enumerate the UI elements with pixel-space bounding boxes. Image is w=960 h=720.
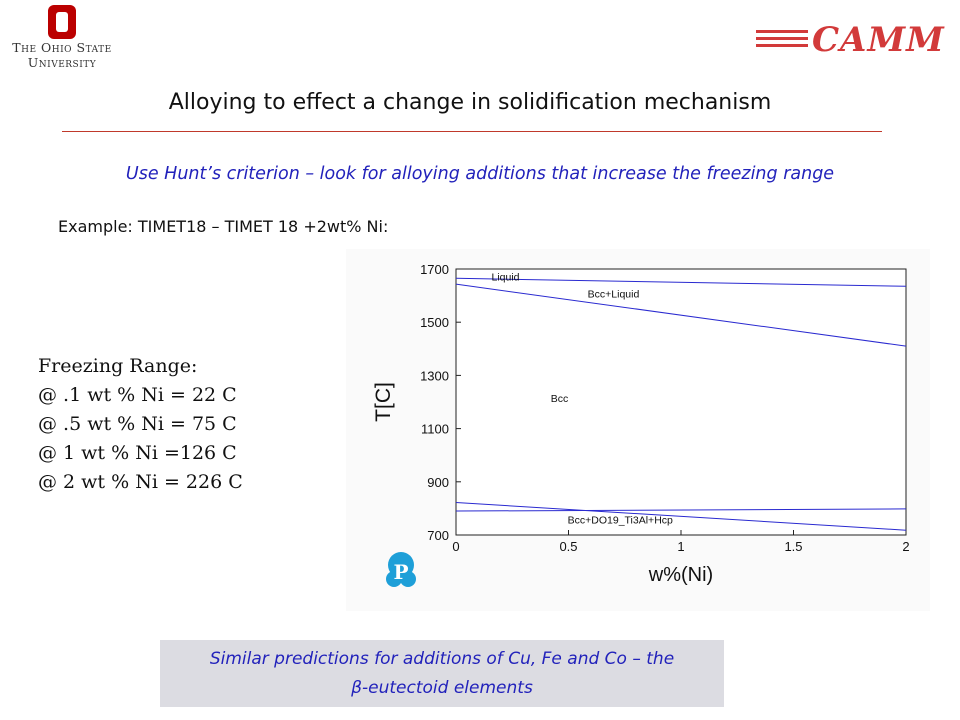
x-tick-label: 0.5 [559,539,577,554]
x-axis-label: w%(Ni) [648,564,713,586]
note-line-1: Similar predictions for additions of Cu,… [209,649,675,669]
note-line-2: β-eutectoid elements [351,678,533,698]
slide-title: Alloying to effect a change in solidific… [168,90,772,115]
freezing-range-item: @ 2 wt % Ni = 226 C [38,471,243,493]
slide-subtitle: Use Hunt’s criterion – look for alloying… [125,164,835,184]
pandat-letter: P [393,560,408,584]
phase-boundary-line [455,508,907,512]
freezing-range-list: Freezing Range: @ .1 wt % Ni = 22 C @ .5… [38,352,243,497]
osu-name-line2: University [27,55,97,70]
osu-name-line1: The Ohio State [12,40,112,55]
plot-frame [455,268,907,536]
note-box: Similar predictions for additions of Cu,… [160,640,724,707]
y-axis-label: T[C] [372,382,395,422]
phase-region-label: Bcc+Liquid [588,288,640,300]
freezing-range-item: @ .5 wt % Ni = 75 C [38,413,237,435]
example-text: Example: TIMET18 – TIMET 18 +2wt% Ni: [58,217,389,236]
x-tick-label: 1.5 [784,539,802,554]
phase-diagram-panel: 700 900 1100 1300 1500 1700 0 0.5 1 1.5 2 Liquid Bcc… [346,249,930,611]
camm-wordmark: CAMM [812,20,945,60]
freezing-range-heading: Freezing Range: [38,355,198,377]
phase-region-label: Liquid [491,271,519,283]
title-divider [62,131,882,132]
osu-block-o-icon [48,5,76,39]
y-tick-label: 900 [427,475,449,490]
x-tick-label: 1 [677,539,684,554]
y-tick-label: 1700 [420,262,449,277]
freezing-range-item: @ 1 wt % Ni =126 C [38,442,237,464]
phase-boundary-line [455,502,907,531]
y-tick-label: 1300 [420,368,449,383]
phase-diagram-chart: 700 900 1100 1300 1500 1700 0 0.5 1 1.5 2 Liquid Bcc… [372,262,910,587]
camm-stripes-icon [756,30,808,51]
phase-boundary-line [455,277,907,287]
freezing-range-item: @ .1 wt % Ni = 22 C [38,384,237,406]
osu-logo: The Ohio State University [0,4,124,70]
x-tick-label: 0 [452,539,459,554]
y-tick-label: 700 [427,528,449,543]
y-tick-label: 1500 [420,315,449,330]
y-tick-label: 1100 [421,422,449,437]
phase-region-label: Bcc [551,393,569,405]
pandat-logo-icon: P [386,552,416,587]
phase-region-label: Bcc+DO19_Ti3Al+Hcp [568,515,673,527]
x-tick-label: 2 [902,539,909,554]
phase-boundary-line [455,283,907,347]
camm-logo: CAMM [756,20,946,64]
